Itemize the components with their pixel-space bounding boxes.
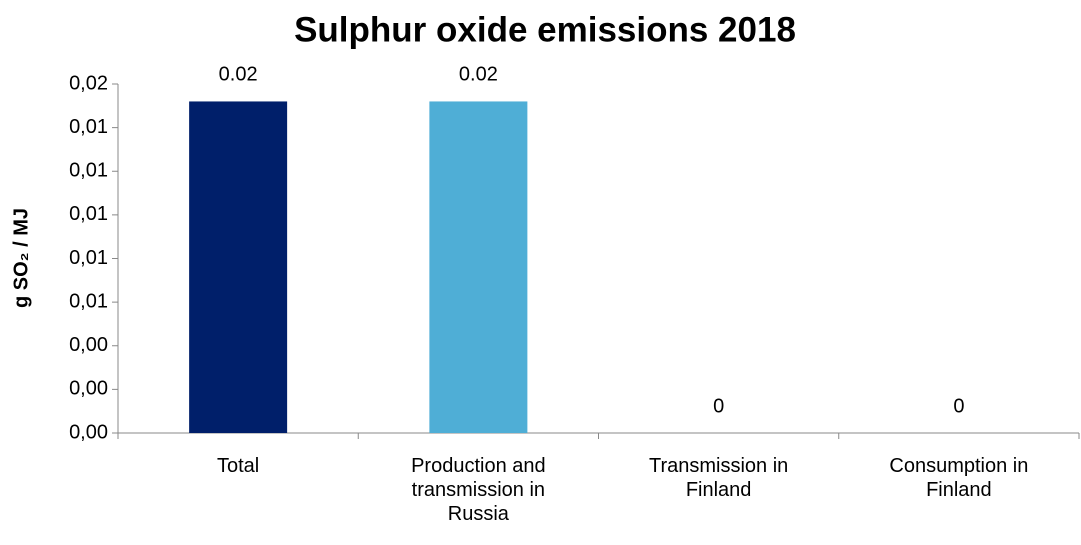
x-tick-label: Consumption in Finland (889, 455, 1028, 501)
bar (189, 101, 288, 433)
x-tick-label: Total (217, 455, 259, 477)
chart-title: Sulphur oxide emissions 2018 (294, 10, 796, 49)
data-label: 0 (953, 395, 964, 417)
x-tick-label: Transmission in Finland (649, 455, 788, 501)
y-tick-label: 0,00 (69, 421, 108, 443)
y-tick-label: 0,00 (69, 334, 108, 356)
data-label: 0 (713, 395, 724, 417)
y-tick-label: 0,02 (69, 72, 108, 94)
y-tick-label: 0,01 (69, 203, 108, 225)
y-tick-label: 0,01 (69, 160, 108, 182)
y-tick-label: 0,00 (69, 378, 108, 400)
x-tick-label: Production and transmission in Russia (411, 455, 546, 525)
y-tick-label: 0,01 (69, 290, 108, 312)
bar (429, 101, 528, 433)
y-axis-label: g SO₂ / MJ (10, 208, 32, 308)
data-label: 0.02 (219, 64, 258, 86)
y-tick-label: 0,01 (69, 116, 108, 138)
data-label: 0.02 (459, 64, 498, 86)
y-tick-label: 0,01 (69, 247, 108, 269)
